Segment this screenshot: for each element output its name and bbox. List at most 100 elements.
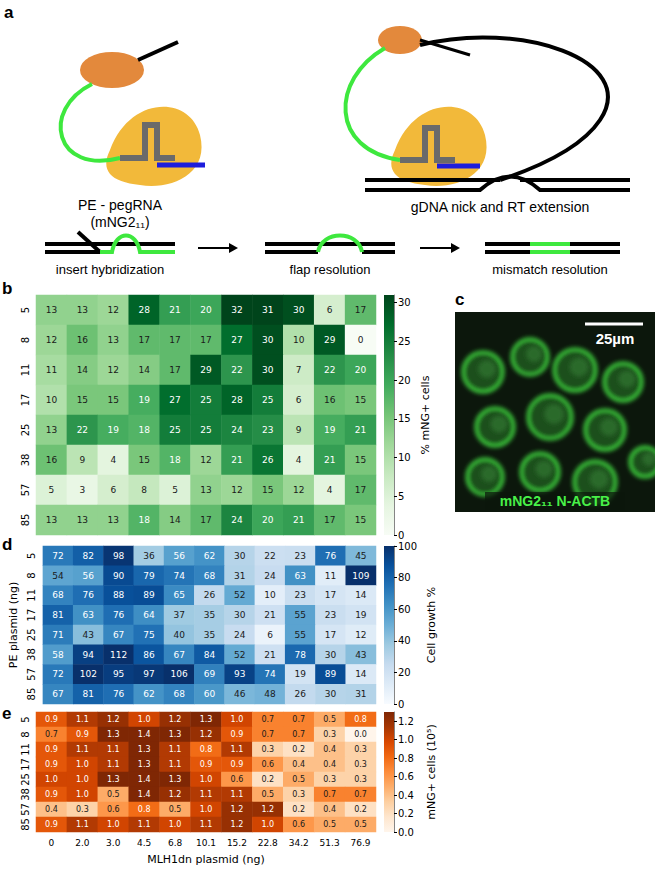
svg-text:62: 62: [143, 689, 154, 699]
svg-text:1.3: 1.3: [200, 715, 213, 724]
svg-text:0.3: 0.3: [323, 730, 336, 739]
svg-text:0.6: 0.6: [231, 775, 244, 784]
svg-text:0.0: 0.0: [398, 827, 414, 838]
svg-text:34.2: 34.2: [289, 838, 309, 848]
svg-text:58: 58: [52, 650, 64, 660]
svg-text:13: 13: [77, 305, 88, 315]
svg-text:43: 43: [83, 630, 94, 640]
svg-text:16: 16: [46, 455, 58, 465]
svg-text:100: 100: [398, 541, 417, 552]
svg-text:0.3: 0.3: [323, 775, 336, 784]
svg-text:10.1: 10.1: [196, 838, 216, 848]
svg-text:97: 97: [143, 669, 154, 679]
svg-text:9: 9: [79, 455, 85, 465]
svg-text:0.7: 0.7: [292, 715, 305, 724]
svg-text:PE - pegRNA: PE - pegRNA: [78, 197, 163, 213]
svg-text:69: 69: [204, 669, 216, 679]
svg-text:75: 75: [143, 630, 154, 640]
svg-text:12: 12: [231, 485, 242, 495]
svg-text:67: 67: [173, 650, 184, 660]
svg-text:0.2: 0.2: [354, 805, 367, 814]
svg-text:0.9: 0.9: [231, 730, 244, 739]
svg-text:1.0: 1.0: [231, 715, 244, 724]
svg-text:85: 85: [20, 818, 31, 831]
svg-text:72: 72: [52, 669, 63, 679]
svg-text:13: 13: [200, 485, 211, 495]
svg-text:30: 30: [398, 297, 411, 308]
svg-text:40: 40: [173, 630, 185, 640]
svg-text:12: 12: [200, 455, 211, 465]
svg-text:74: 74: [173, 571, 185, 581]
svg-text:0.7: 0.7: [261, 730, 274, 739]
svg-text:7: 7: [296, 365, 302, 375]
svg-text:94: 94: [83, 650, 95, 660]
svg-text:29: 29: [200, 365, 212, 375]
svg-text:0.3: 0.3: [261, 745, 274, 754]
svg-text:13: 13: [46, 515, 57, 525]
svg-text:1.0: 1.0: [45, 775, 58, 784]
svg-text:0.4: 0.4: [323, 745, 336, 754]
svg-text:1.2: 1.2: [261, 805, 274, 814]
svg-text:0.5: 0.5: [169, 805, 182, 814]
svg-text:1.1: 1.1: [231, 790, 244, 799]
svg-text:1.1: 1.1: [169, 760, 182, 769]
svg-text:0.2: 0.2: [261, 775, 274, 784]
svg-text:56: 56: [83, 571, 95, 581]
svg-text:25: 25: [398, 336, 411, 347]
svg-text:13: 13: [77, 515, 88, 525]
svg-text:% mNG+ cells: % mNG+ cells: [419, 375, 432, 454]
svg-text:76: 76: [113, 610, 125, 620]
svg-text:19: 19: [324, 425, 336, 435]
svg-text:15: 15: [77, 395, 88, 405]
svg-text:22: 22: [324, 365, 335, 375]
svg-text:25: 25: [200, 395, 211, 405]
svg-text:1.0: 1.0: [261, 820, 274, 829]
svg-text:12: 12: [355, 630, 366, 640]
svg-text:25: 25: [200, 425, 211, 435]
svg-text:60: 60: [398, 604, 411, 615]
svg-text:38: 38: [20, 454, 31, 467]
svg-text:0.9: 0.9: [45, 715, 58, 724]
svg-text:0.0: 0.0: [354, 730, 367, 739]
svg-text:17: 17: [138, 335, 149, 345]
svg-text:17: 17: [355, 485, 366, 495]
svg-text:0.9: 0.9: [45, 820, 58, 829]
svg-text:1.0: 1.0: [200, 775, 213, 784]
svg-text:38: 38: [20, 788, 31, 801]
svg-text:23: 23: [295, 551, 306, 561]
svg-text:76: 76: [113, 689, 125, 699]
svg-text:6: 6: [327, 305, 333, 315]
svg-text:57: 57: [26, 668, 37, 681]
svg-text:32: 32: [231, 305, 242, 315]
svg-text:57: 57: [20, 803, 31, 816]
svg-text:17: 17: [325, 590, 336, 600]
svg-text:43: 43: [355, 650, 366, 660]
svg-text:1.0: 1.0: [200, 805, 213, 814]
svg-text:17: 17: [169, 365, 180, 375]
svg-text:1.0: 1.0: [76, 760, 89, 769]
svg-text:1.0: 1.0: [138, 715, 151, 724]
svg-text:15: 15: [355, 455, 366, 465]
svg-text:14: 14: [355, 590, 367, 600]
svg-text:80: 80: [398, 572, 411, 583]
svg-text:gDNA nick and RT extension: gDNA nick and RT extension: [411, 199, 589, 215]
svg-text:68: 68: [173, 689, 185, 699]
svg-text:12: 12: [293, 485, 304, 495]
svg-text:85: 85: [20, 514, 31, 527]
svg-text:0.7: 0.7: [45, 730, 58, 739]
svg-text:74: 74: [264, 669, 276, 679]
svg-text:24: 24: [231, 425, 243, 435]
svg-text:16: 16: [77, 335, 89, 345]
svg-text:17: 17: [26, 609, 37, 622]
svg-text:11: 11: [46, 365, 57, 375]
svg-text:0.2: 0.2: [398, 808, 414, 819]
svg-text:1.2: 1.2: [200, 730, 213, 739]
svg-text:0.6: 0.6: [398, 771, 414, 782]
svg-text:67: 67: [52, 689, 63, 699]
svg-text:19: 19: [108, 425, 120, 435]
svg-text:insert hybridization: insert hybridization: [56, 262, 164, 277]
svg-text:52: 52: [234, 650, 245, 660]
svg-text:0.5: 0.5: [323, 820, 336, 829]
svg-text:15: 15: [398, 413, 411, 424]
svg-text:26: 26: [295, 689, 307, 699]
